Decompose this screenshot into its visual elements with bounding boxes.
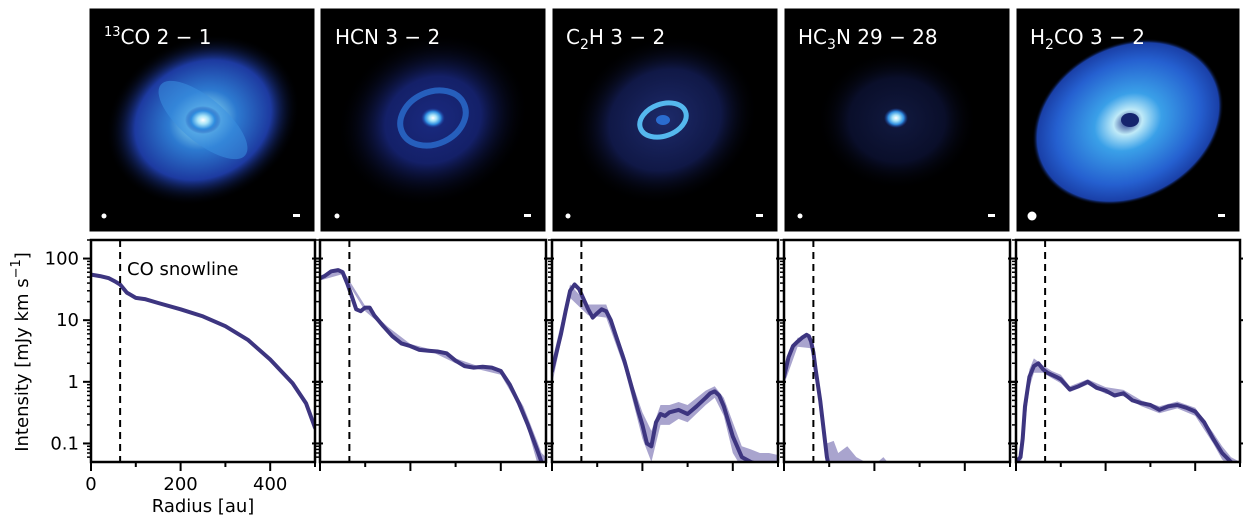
image-panel-hcn: HCN 3 − 2	[319, 7, 547, 233]
profile-panel-hcn	[312, 238, 554, 471]
beam-marker	[797, 213, 803, 219]
scale-bar	[988, 214, 995, 217]
profile-panel-h2co	[1008, 238, 1243, 471]
panel-title-h2co: H2CO 3 − 2	[1030, 25, 1145, 53]
radial-profiles: 100 10 1 0.1 0 200 400	[45, 238, 1243, 495]
image-panel-13co: 13CO 2 − 1	[88, 7, 316, 233]
x-tick-label: 200	[163, 474, 197, 495]
profile-panel-13co: 100 10 1 0.1 0 200 400	[45, 238, 323, 495]
axes-frame	[89, 238, 317, 464]
profile-line	[1016, 361, 1234, 462]
axes-frame	[782, 238, 1012, 464]
plot-area	[320, 268, 546, 462]
profile-line	[91, 272, 315, 430]
scale-bar	[756, 214, 763, 217]
image-panel-c2h: C2H 3 − 2	[551, 7, 779, 233]
plot-area	[1016, 358, 1240, 462]
profile-line	[784, 332, 830, 462]
y-axis-label: Intensity [mJy km s−1]	[9, 252, 33, 452]
axes-frame	[1014, 238, 1242, 464]
y-tick-label: 0.1	[50, 433, 79, 454]
panel-title-hcn: HCN 3 − 2	[335, 25, 440, 49]
y-tick-label: 10	[56, 310, 79, 331]
profile-panel-c2h	[544, 238, 786, 471]
x-tick-label: 0	[85, 474, 96, 495]
plot-area	[784, 332, 911, 462]
image-panel-hc3n: HC3N 29 − 28	[783, 7, 1011, 233]
scale-bar	[293, 214, 300, 217]
scale-bar	[524, 214, 531, 217]
profile-panel-hc3n	[776, 238, 1018, 471]
panel-title-13co: 13CO 2 − 1	[104, 25, 212, 49]
image-panel-h2co: H2CO 3 − 2	[1015, 7, 1241, 233]
y-tick-label: 1	[68, 372, 79, 393]
panel-title-hc3n: HC3N 29 − 28	[798, 25, 938, 53]
scale-bar	[1218, 214, 1225, 217]
uncertainty-band	[552, 284, 778, 462]
beam-marker	[1027, 211, 1037, 221]
panel-title-c2h: C2H 3 − 2	[566, 25, 665, 53]
x-axis-label: Radius [au]	[152, 496, 255, 517]
axes-frame	[318, 238, 548, 464]
beam-marker	[565, 213, 571, 219]
axes-frame	[550, 238, 780, 464]
beam-marker	[334, 213, 340, 219]
beam-marker	[101, 213, 107, 219]
x-tick-label: 400	[253, 474, 287, 495]
plot-area	[91, 272, 315, 430]
uncertainty-band	[784, 336, 911, 462]
profile-line	[320, 268, 544, 462]
uncertainty-band	[1020, 358, 1240, 462]
snowline-annotation: CO snowline	[127, 259, 238, 280]
plot-area	[552, 282, 778, 462]
y-tick-label: 100	[45, 249, 79, 270]
